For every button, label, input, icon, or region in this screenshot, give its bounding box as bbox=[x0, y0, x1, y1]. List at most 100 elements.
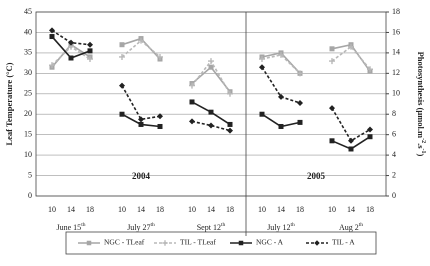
marker bbox=[49, 34, 55, 40]
marker bbox=[348, 137, 354, 144]
marker bbox=[348, 146, 354, 152]
y2-tick-label: 4 bbox=[392, 150, 396, 159]
marker bbox=[138, 116, 144, 123]
y-tick-label: 45 bbox=[24, 7, 32, 16]
marker bbox=[227, 90, 233, 97]
group-label: July 27th bbox=[127, 222, 155, 232]
group-label-sup: th bbox=[359, 222, 364, 228]
x-tick-label: 18 bbox=[226, 205, 234, 214]
marker bbox=[68, 39, 74, 46]
marker bbox=[138, 121, 144, 127]
group-label-text: June 15 bbox=[57, 223, 82, 232]
marker bbox=[329, 58, 335, 65]
marker bbox=[278, 93, 284, 100]
y2-title-part: -2 bbox=[420, 138, 426, 143]
marker bbox=[87, 56, 93, 63]
y-tick-label: 5 bbox=[28, 170, 32, 179]
y2-tick-label: 2 bbox=[392, 170, 396, 179]
series-line bbox=[331, 45, 371, 70]
legend bbox=[65, 231, 377, 255]
x-tick-label: 18 bbox=[86, 205, 94, 214]
marker bbox=[119, 42, 125, 48]
group-label-sup: th bbox=[221, 222, 226, 228]
y2-tick-label: 16 bbox=[392, 27, 400, 36]
x-tick-label: 10 bbox=[328, 205, 336, 214]
y2-axis-title: Photosynthesis (μmol.m-2.s-1) bbox=[416, 52, 426, 157]
marker bbox=[49, 62, 55, 69]
x-tick-label: 18 bbox=[156, 205, 164, 214]
y2-title-part: -1 bbox=[420, 149, 426, 154]
marker bbox=[297, 70, 303, 77]
legend-label: TIL - TLeaf bbox=[180, 238, 216, 247]
marker bbox=[49, 27, 55, 34]
series-line bbox=[121, 85, 161, 121]
marker bbox=[157, 123, 163, 129]
marker bbox=[297, 99, 303, 106]
y2-tick-label: 14 bbox=[392, 48, 400, 57]
marker bbox=[329, 105, 335, 112]
marker bbox=[189, 82, 195, 89]
panel-label: 2004 bbox=[132, 171, 151, 181]
y-tick-label: 30 bbox=[24, 68, 32, 77]
marker bbox=[157, 53, 163, 60]
group-label-text: July 27 bbox=[127, 223, 150, 232]
group-label-text: Aug 2 bbox=[339, 223, 359, 232]
x-tick-label: 14 bbox=[67, 205, 75, 214]
series-line bbox=[331, 107, 371, 142]
x-tick-label: 10 bbox=[258, 205, 266, 214]
group-label-sup: th bbox=[81, 222, 86, 228]
x-tick-label: 14 bbox=[277, 205, 285, 214]
x-tick-label: 14 bbox=[137, 205, 145, 214]
y-tick-label: 0 bbox=[28, 191, 32, 200]
y-tick-label: 15 bbox=[24, 129, 32, 138]
x-tick-label: 18 bbox=[366, 205, 374, 214]
plot-frame bbox=[35, 11, 387, 197]
group-label-sup: th bbox=[151, 222, 156, 228]
marker bbox=[119, 111, 125, 117]
x-tick-label: 10 bbox=[188, 205, 196, 214]
marker bbox=[189, 118, 195, 125]
marker bbox=[208, 58, 214, 65]
marker bbox=[119, 53, 125, 60]
marker bbox=[87, 48, 93, 54]
y-tick-label: 20 bbox=[24, 109, 32, 118]
marker bbox=[259, 111, 265, 117]
marker bbox=[162, 240, 168, 246]
group-label-sup: th bbox=[291, 222, 296, 228]
marker bbox=[208, 122, 214, 129]
marker bbox=[278, 123, 284, 129]
group-label-text: July 12 bbox=[267, 223, 290, 232]
marker bbox=[259, 64, 265, 71]
marker bbox=[297, 119, 303, 125]
group-label: Aug 2th bbox=[339, 222, 363, 232]
x-tick-label: 14 bbox=[207, 205, 215, 214]
y-axis-title: Leaf Temperature (°C) bbox=[4, 62, 14, 145]
y2-tick-label: 10 bbox=[392, 89, 400, 98]
marker bbox=[87, 41, 93, 48]
marker bbox=[157, 113, 163, 120]
group-label-text: Sept 12 bbox=[197, 223, 221, 232]
marker bbox=[259, 56, 265, 63]
x-tick-label: 10 bbox=[48, 205, 56, 214]
marker bbox=[227, 121, 233, 127]
x-tick-label: 10 bbox=[118, 205, 126, 214]
series-line bbox=[191, 66, 231, 93]
series-line bbox=[261, 54, 301, 74]
marker bbox=[208, 109, 214, 115]
y-tick-label: 10 bbox=[24, 150, 32, 159]
y-tick-label: 35 bbox=[24, 48, 32, 57]
legend-label: TIL - A bbox=[332, 238, 355, 247]
group-label: July 12th bbox=[267, 222, 295, 232]
legend-label: NGC - TLeaf bbox=[104, 238, 145, 247]
marker bbox=[86, 240, 92, 246]
marker bbox=[278, 51, 284, 58]
y-tick-label: 40 bbox=[24, 27, 32, 36]
group-label: Sept 12th bbox=[197, 222, 226, 232]
x-tick-label: 14 bbox=[347, 205, 355, 214]
marker bbox=[68, 55, 74, 61]
x-tick-label: 18 bbox=[296, 205, 304, 214]
group-label: June 15th bbox=[57, 222, 86, 232]
y2-tick-label: 12 bbox=[392, 68, 400, 77]
marker bbox=[227, 127, 233, 134]
